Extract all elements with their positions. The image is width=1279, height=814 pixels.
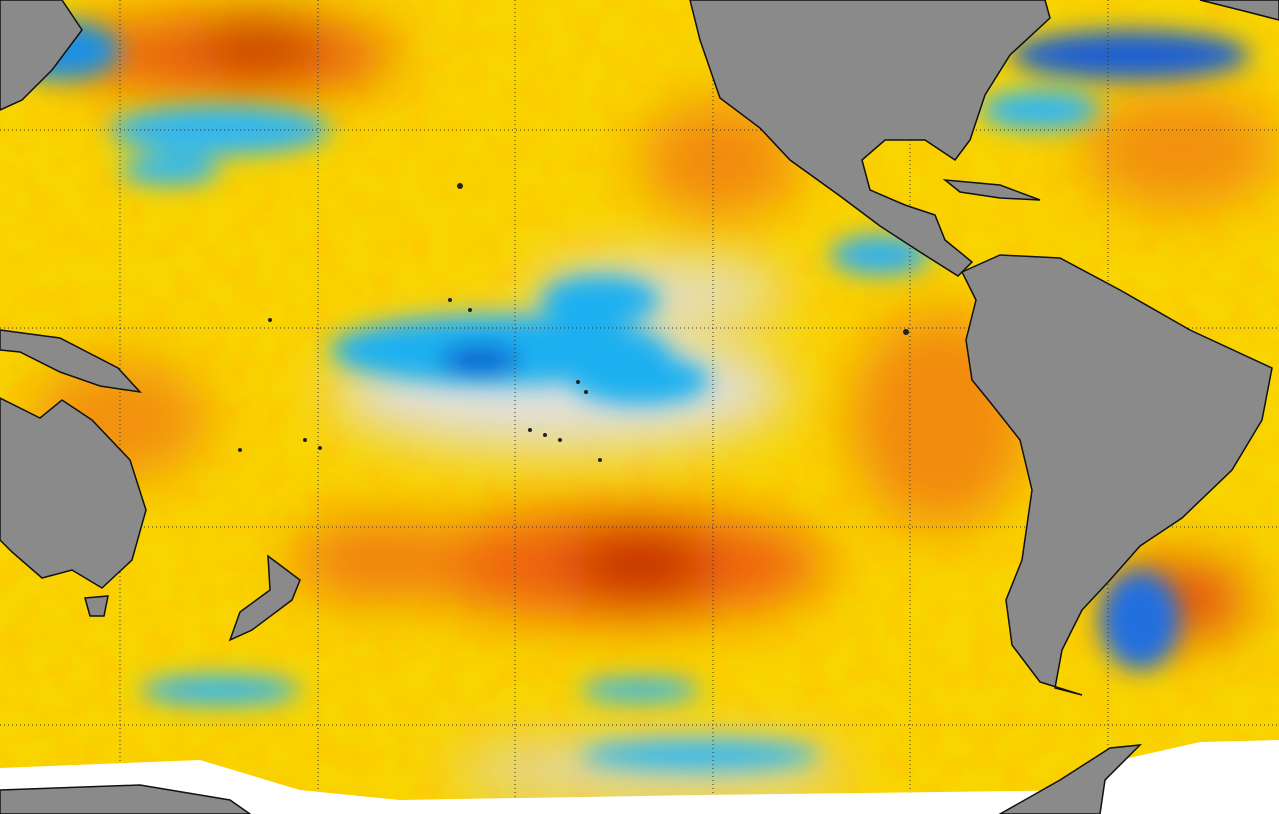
- north-america: [689, 0, 1051, 277]
- antarctica: [0, 784, 252, 814]
- cool-region: [830, 235, 930, 275]
- cool-region: [540, 275, 660, 325]
- cool-region: [570, 355, 710, 405]
- australia: [0, 397, 147, 589]
- island: [448, 298, 452, 302]
- cold-region: [1100, 570, 1180, 670]
- island: [238, 448, 242, 452]
- islands: [238, 183, 909, 462]
- island: [528, 428, 532, 432]
- europe-africa-edge: [1199, 0, 1279, 21]
- island: [457, 183, 463, 189]
- asia: [0, 0, 83, 111]
- cool-region: [580, 678, 700, 702]
- cuba: [942, 179, 1041, 201]
- warm-region: [1080, 90, 1279, 210]
- warm-region: [290, 520, 470, 600]
- island: [268, 318, 272, 322]
- cool-region: [980, 90, 1100, 130]
- antarctic-ice: [0, 740, 1279, 814]
- island: [584, 390, 588, 394]
- island: [318, 446, 322, 450]
- cool-region: [140, 675, 300, 705]
- antarctic-peninsula: [998, 744, 1143, 814]
- island: [576, 380, 580, 384]
- island: [903, 329, 909, 335]
- island: [303, 438, 307, 442]
- hot-region: [570, 535, 710, 595]
- south-america: [960, 254, 1273, 696]
- island: [598, 458, 602, 462]
- new-guinea: [0, 329, 142, 394]
- cold-region: [440, 345, 520, 375]
- cold-region: [1010, 30, 1250, 80]
- island: [558, 438, 562, 442]
- new-zealand: [228, 554, 301, 642]
- hot-region: [200, 25, 320, 65]
- island: [468, 308, 472, 312]
- tasmania: [84, 595, 109, 617]
- island: [543, 433, 547, 437]
- cool-region: [120, 155, 220, 185]
- cool-region: [580, 740, 820, 770]
